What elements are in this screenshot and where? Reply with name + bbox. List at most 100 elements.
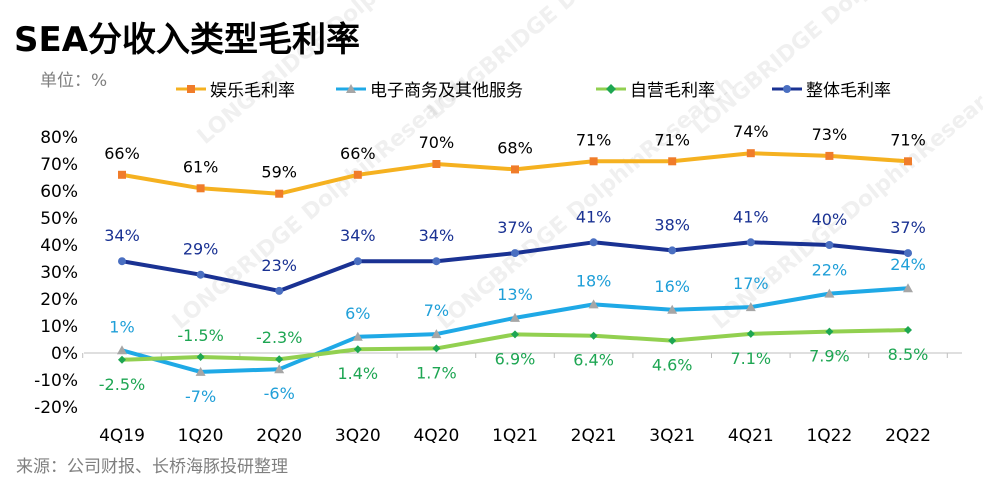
data-label: 74% xyxy=(733,122,769,141)
series-markers xyxy=(117,149,913,376)
data-label: 22% xyxy=(812,261,848,280)
data-point xyxy=(668,336,677,345)
data-label: 59% xyxy=(261,163,297,182)
y-tick-label: 70% xyxy=(40,155,78,175)
data-label: 7% xyxy=(424,301,449,320)
data-label: 17% xyxy=(733,274,769,293)
data-label: 41% xyxy=(733,207,769,226)
data-point xyxy=(432,160,441,168)
y-tick-label: 0% xyxy=(51,344,78,364)
data-point xyxy=(275,189,284,198)
y-tick-label: -20% xyxy=(34,398,78,418)
legend-label-ecommerce: 电子商务及其他服务 xyxy=(370,81,523,101)
x-tick-label: 4Q21 xyxy=(728,426,774,446)
y-tick-label: 50% xyxy=(40,209,78,229)
data-label: 71% xyxy=(576,130,612,149)
data-point xyxy=(588,299,599,309)
x-tick-label: 4Q20 xyxy=(413,426,459,446)
data-point xyxy=(824,288,835,298)
data-label: 29% xyxy=(183,240,219,259)
data-label: 73% xyxy=(812,125,848,144)
data-point xyxy=(196,184,205,193)
series-line xyxy=(121,151,909,196)
data-point xyxy=(825,241,834,249)
data-label: 7.9% xyxy=(809,347,850,366)
data-point xyxy=(353,170,362,179)
data-point xyxy=(904,249,912,258)
watermark: LONGBRIDGE DolphinResearch xyxy=(168,72,474,335)
data-point xyxy=(353,345,362,354)
data-point xyxy=(511,165,519,174)
data-label: -1.5% xyxy=(177,326,223,345)
data-label: 61% xyxy=(183,157,219,176)
data-point xyxy=(352,331,363,341)
y-tick-label: 20% xyxy=(40,290,78,310)
chart-title: SEA分收入类型毛利率 xyxy=(14,20,361,60)
data-label: -6% xyxy=(264,384,295,403)
data-point xyxy=(668,157,677,166)
x-tick-label: 3Q21 xyxy=(649,426,695,446)
data-point xyxy=(668,246,677,255)
legend-swatch-ecommerce xyxy=(336,83,366,93)
x-tick-label: 1Q22 xyxy=(806,426,852,446)
data-point xyxy=(510,312,520,322)
legend-label-first-party: 自营毛利率 xyxy=(630,81,715,101)
data-label: 38% xyxy=(654,215,690,234)
legend-item-ecommerce: 电子商务及其他服务 xyxy=(336,76,523,101)
data-point xyxy=(903,283,913,293)
data-label: 1% xyxy=(109,317,134,336)
data-point xyxy=(274,364,285,374)
data-label: 66% xyxy=(104,144,140,163)
data-label: 24% xyxy=(890,255,926,274)
data-label: 6.9% xyxy=(495,349,536,368)
data-label: -2.3% xyxy=(256,328,302,347)
x-axis: 4Q19 1Q20 2Q20 3Q20 4Q20 1Q21 2Q21 3Q21 4Q21 1Q22… xyxy=(82,352,962,446)
data-point xyxy=(275,355,284,364)
data-label: 6% xyxy=(345,304,370,323)
data-point xyxy=(904,326,912,335)
data-point xyxy=(432,344,441,353)
legend-swatch-overall xyxy=(772,84,802,93)
data-labels: 66% 61% 59% 66% 70% 68% 71% 71% 74% 73% 71% 1% -7% -6… xyxy=(99,122,929,406)
data-label: 40% xyxy=(812,210,848,229)
legend-label-entertainment: 娱乐毛利率 xyxy=(210,81,295,101)
y-axis: 80% 70% 60% 50% 40% 30% 20% 10% 0% -10% -20% xyxy=(34,128,78,418)
data-label: 1.4% xyxy=(337,364,378,383)
data-label: -7% xyxy=(185,387,216,406)
data-point xyxy=(118,170,126,179)
watermark: LONGBRIDGE DolphinResearch xyxy=(433,72,739,335)
y-tick-label: 80% xyxy=(40,128,78,148)
data-point xyxy=(118,257,126,266)
y-tick-label: 40% xyxy=(40,236,78,256)
data-label: 23% xyxy=(261,256,297,275)
data-point xyxy=(353,257,362,266)
data-point xyxy=(118,355,126,364)
data-label: 34% xyxy=(419,226,455,245)
data-label: 1.7% xyxy=(416,363,457,382)
data-point xyxy=(589,331,598,340)
data-point xyxy=(745,302,756,312)
data-label: 37% xyxy=(497,218,533,237)
data-point xyxy=(825,151,834,160)
source-note: 来源：公司财报、长桥海豚投研整理 xyxy=(16,457,288,477)
data-label: 34% xyxy=(340,226,376,245)
y-tick-label: -10% xyxy=(34,371,78,391)
x-tick-label: 3Q20 xyxy=(335,426,381,446)
data-label: 4.6% xyxy=(652,356,693,375)
data-point xyxy=(904,157,912,166)
data-point xyxy=(589,157,598,166)
legend-swatch-first-party xyxy=(596,83,626,94)
data-point xyxy=(746,238,755,247)
x-tick-label: 4Q19 xyxy=(99,426,145,446)
data-label: 8.5% xyxy=(888,345,929,364)
data-point xyxy=(117,345,127,355)
data-label: 16% xyxy=(654,277,690,296)
data-label: 18% xyxy=(576,271,612,290)
data-point xyxy=(746,329,755,338)
data-label: 34% xyxy=(104,226,140,245)
x-tick-label: 2Q20 xyxy=(256,426,302,446)
y-tick-label: 10% xyxy=(40,317,78,337)
watermark: LONGBRIDGE DolphinResearch xyxy=(688,0,983,140)
data-point xyxy=(195,366,206,376)
